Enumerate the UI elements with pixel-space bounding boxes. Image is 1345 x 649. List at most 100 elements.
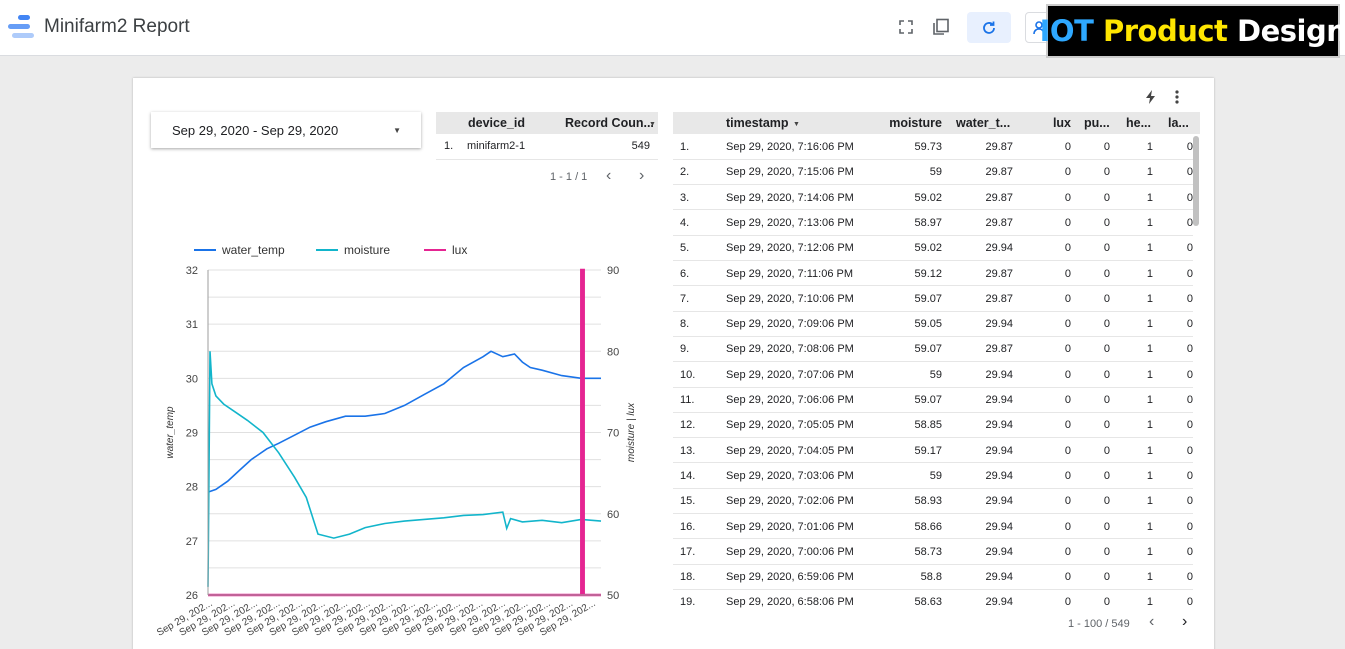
timestamp-cell: Sep 29, 2020, 7:11:06 PM xyxy=(726,267,853,280)
row-index: 11. xyxy=(680,394,695,406)
row-divider xyxy=(673,386,1193,388)
y2-tick-label: 80 xyxy=(607,346,619,358)
y-tick-label: 29 xyxy=(186,428,198,440)
row-divider xyxy=(673,285,1193,287)
water-temp-cell: 29.87 xyxy=(985,166,1013,179)
legend-label: moisture xyxy=(344,243,390,257)
pump-cell: 0 xyxy=(1103,318,1110,331)
row-index: 9. xyxy=(680,343,690,356)
col-header-water-temp[interactable]: water_t... xyxy=(956,116,1011,130)
lux-cell: 0 xyxy=(1064,596,1071,609)
row-index: 3. xyxy=(680,191,690,204)
moisture-cell: 59.73 xyxy=(914,141,942,153)
divider xyxy=(436,159,658,160)
heater-cell: 1 xyxy=(1146,242,1153,255)
y2-tick-label: 60 xyxy=(607,509,619,521)
lux-cell: 0 xyxy=(1064,191,1071,204)
pump-cell: 0 xyxy=(1103,292,1110,305)
prev-page-icon[interactable]: ‹ xyxy=(606,167,612,184)
fullscreen-icon[interactable] xyxy=(888,12,924,42)
legend-label: lux xyxy=(452,243,467,257)
timestamp-cell: Sep 29, 2020, 7:09:06 PM xyxy=(726,318,854,331)
col-header-moisture[interactable]: moisture xyxy=(889,116,942,130)
col-header-lamp[interactable]: la... xyxy=(1168,116,1189,130)
lamp-cell: 0 xyxy=(1186,318,1193,331)
water-temp-cell: 29.87 xyxy=(985,343,1013,356)
lamp-cell: 0 xyxy=(1186,469,1193,482)
moisture-cell: 59 xyxy=(929,166,942,179)
row-index: 10. xyxy=(680,368,696,381)
series-line-moisture xyxy=(207,351,602,587)
lamp-cell: 0 xyxy=(1186,292,1193,305)
row-divider xyxy=(673,563,1193,565)
pump-cell: 0 xyxy=(1103,596,1110,609)
timestamp-cell: Sep 29, 2020, 7:03:06 PM xyxy=(726,469,854,482)
row-divider xyxy=(673,588,1193,590)
chart-axes: 32 31 30 29 28 27 26 90 80 70 60 50 water_temp moistu… xyxy=(155,265,637,639)
pump-cell: 0 xyxy=(1103,419,1110,432)
heater-cell: 1 xyxy=(1146,596,1153,609)
row-divider xyxy=(673,411,1193,413)
heater-cell: 1 xyxy=(1146,141,1153,153)
y-axis-label: water_temp xyxy=(165,406,176,459)
date-range-control[interactable]: Sep 29, 2020 - Sep 29, 2020 ▼ xyxy=(151,112,421,148)
water-temp-cell: 29.94 xyxy=(985,368,1013,381)
y-tick-label: 28 xyxy=(186,482,198,494)
col-header-lux[interactable]: lux xyxy=(1052,116,1071,130)
row-divider xyxy=(673,487,1193,489)
data-studio-logo-icon xyxy=(8,15,34,39)
heater-cell: 1 xyxy=(1146,318,1153,331)
device-table-pagination: 1 - 1 / 1 xyxy=(550,171,588,183)
copy-icon[interactable] xyxy=(923,12,959,42)
col-header-pump[interactable]: pu... xyxy=(1084,116,1110,130)
device-row-count: 549 xyxy=(631,140,650,152)
moisture-cell: 59 xyxy=(929,368,942,381)
pump-cell: 0 xyxy=(1103,343,1110,356)
water-temp-cell: 29.94 xyxy=(985,520,1013,533)
report-title: Minifarm2 Report xyxy=(44,16,190,37)
refresh-icon[interactable] xyxy=(967,12,1011,43)
next-page-icon[interactable]: › xyxy=(639,167,645,184)
water-temp-cell: 29.94 xyxy=(985,545,1013,558)
lux-cell: 0 xyxy=(1064,545,1071,558)
lux-cell: 0 xyxy=(1064,242,1071,255)
row-index: 7. xyxy=(680,292,690,305)
pump-cell: 0 xyxy=(1103,571,1110,584)
date-range-value: Sep 29, 2020 - Sep 29, 2020 xyxy=(172,122,339,138)
more-vert-icon[interactable] xyxy=(1175,90,1179,107)
watermark-part1: IOT xyxy=(1039,14,1094,48)
top-bar: Minifarm2 Report IOT Product Design xyxy=(0,0,1345,58)
row-divider xyxy=(673,437,1193,439)
pump-cell: 0 xyxy=(1103,242,1110,255)
next-page-icon[interactable]: › xyxy=(1182,613,1188,630)
moisture-cell: 58.93 xyxy=(914,495,942,508)
table-scrollbar[interactable] xyxy=(1193,136,1199,226)
sort-desc-icon[interactable]: ▼ xyxy=(793,121,800,128)
heater-cell: 1 xyxy=(1146,571,1153,584)
col-header-device-id[interactable]: device_id xyxy=(468,116,525,130)
lux-cell: 0 xyxy=(1064,267,1071,280)
lamp-cell: 0 xyxy=(1186,444,1193,457)
device-row-id: minifarm2-1 xyxy=(467,140,526,152)
prev-page-icon[interactable]: ‹ xyxy=(1149,613,1155,630)
pump-cell: 0 xyxy=(1103,444,1110,457)
col-header-heater[interactable]: he... xyxy=(1126,116,1152,130)
heater-cell: 1 xyxy=(1146,520,1153,533)
lamp-cell: 0 xyxy=(1186,571,1193,584)
lux-cell: 0 xyxy=(1064,394,1071,406)
moisture-cell: 59.05 xyxy=(914,318,942,331)
bolt-icon[interactable] xyxy=(1145,90,1157,107)
lux-cell: 0 xyxy=(1064,141,1071,153)
row-index: 12. xyxy=(680,419,696,432)
heater-cell: 1 xyxy=(1146,394,1153,406)
row-divider xyxy=(673,184,1193,186)
time-series-chart: water_temp moisture lux 32 31 30 29 28 27 26 90 80… xyxy=(155,243,637,639)
water-temp-cell: 29.94 xyxy=(985,469,1013,482)
timestamp-cell: Sep 29, 2020, 7:12:06 PM xyxy=(726,242,854,255)
col-header-timestamp[interactable]: timestamp xyxy=(726,116,789,130)
col-header-record-count[interactable]: Record Coun... xyxy=(565,116,654,130)
device-table: device_id Record Coun... ▼ 1. minifarm2-… xyxy=(436,112,658,160)
sort-desc-icon[interactable]: ▼ xyxy=(649,121,656,128)
moisture-cell: 59.07 xyxy=(914,343,942,356)
lamp-cell: 0 xyxy=(1186,394,1193,406)
